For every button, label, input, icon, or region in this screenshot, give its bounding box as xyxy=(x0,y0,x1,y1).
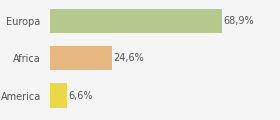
Bar xyxy=(50,9,222,33)
Bar xyxy=(50,46,112,70)
Text: 6,6%: 6,6% xyxy=(68,91,93,101)
Text: 24,6%: 24,6% xyxy=(113,53,144,63)
Bar xyxy=(50,84,67,108)
Text: 68,9%: 68,9% xyxy=(223,16,254,26)
